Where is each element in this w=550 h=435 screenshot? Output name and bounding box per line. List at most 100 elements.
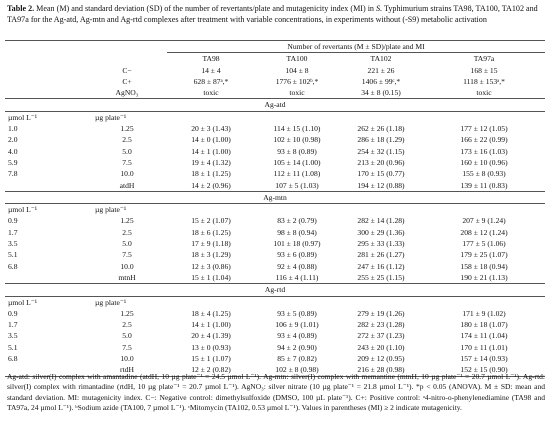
table-cell: 207 ± 9 (1.24) [462, 216, 506, 226]
table-cell: µmol L⁻¹ [8, 205, 38, 215]
table-cell: 177 ± 5 (1.06) [462, 239, 506, 249]
table-cell: Ag-mtn [5, 190, 546, 205]
table-cell: 286 ± 18 (1.29) [357, 135, 405, 145]
table-cell: 17 ± 9 (1.18) [191, 239, 231, 249]
table-cell: 1776 ± 102ᵇ,* [275, 76, 319, 86]
table-cell: 7.5 [122, 342, 132, 352]
table-cell: 85 ± 7 (0.82) [277, 354, 317, 364]
table-cell: toxic [476, 88, 492, 98]
table-cell: 19 ± 4 (1.32) [191, 157, 231, 167]
table-cell: 255 ± 25 (1.15) [357, 272, 405, 282]
table-cell: 104 ± 8 [285, 65, 309, 75]
table-row: 0.9 1.25 18 ± 4 (1.25) 93 ± 5 (0.89) 279 ± 1… [5, 308, 545, 319]
table-cell [5, 76, 87, 87]
table-cell [5, 87, 87, 99]
table-cell: 6.8 [8, 261, 18, 271]
table-row: Ag-mtn [5, 190, 546, 205]
caption-text: Typhimurium strains TA98, TA100, TA102 a… [7, 4, 538, 24]
table-cell: 0.9 [8, 216, 18, 226]
table-row: 1.7 2.5 14 ± 1 (1.00) 106 ± 9 (1.01) 282 ± 2… [5, 319, 545, 330]
table-cell: 107 ± 5 (1.03) [275, 180, 319, 190]
table-cell: toxic [289, 88, 305, 98]
table-cell: 106 ± 9 (1.01) [275, 320, 319, 330]
table-cell: 168 ± 15 [470, 65, 498, 75]
table-row: Number of revertants (M ± SD)/plate and … [5, 39, 546, 54]
table-cell: µg plate⁻¹ [95, 297, 127, 307]
table-cell [5, 53, 167, 65]
table-cell: 5.0 [122, 239, 132, 249]
table-cell: 1118 ± 153ᵃ,* [463, 76, 505, 86]
table-cell: 14 ± 1 (1.00) [191, 320, 231, 330]
table-cell: 98 ± 8 (0.94) [277, 227, 317, 237]
table-cell: TA100 [286, 54, 308, 64]
table-cell: 3.5 [8, 331, 18, 341]
table-cell: 262 ± 26 (1.18) [357, 124, 405, 134]
table-cell: 2.0 [8, 135, 18, 145]
table-cell: 102 ± 10 (0.98) [273, 135, 321, 145]
table-row: 1.0 1.25 20 ± 3 (1.43) 114 ± 15 (1.10) 262 ±… [5, 123, 545, 134]
table-cell: 139 ± 11 (0.83) [460, 180, 508, 190]
table-cell: 628 ± 87ᵃ,* [193, 76, 229, 86]
table-cell: 15 ± 1 (1.07) [191, 354, 231, 364]
table-cell: 180 ± 18 (1.07) [460, 320, 508, 330]
table-cell: 5.1 [8, 342, 18, 352]
table-cell: C− [122, 65, 132, 75]
table-cell: 105 ± 14 (1.00) [273, 157, 321, 167]
table-cell [5, 272, 87, 284]
table-cell: 5.0 [122, 331, 132, 341]
table-cell: 1.25 [120, 216, 134, 226]
table-cell: C+ [122, 76, 132, 86]
table-cell [5, 180, 87, 192]
table-row: 2.0 2.5 14 ± 0 (1.00) 102 ± 10 (0.98) 286 ± … [5, 134, 545, 145]
table-cell: 281 ± 26 (1.27) [357, 250, 405, 260]
table-cell: µg plate⁻¹ [95, 205, 127, 215]
table-row: AgNO₃ toxic toxic 34 ± 8 (0.15) toxic [5, 87, 545, 99]
table-cell [167, 111, 545, 123]
table-cell: 7.8 [8, 169, 18, 179]
table-cell: 0.9 [8, 308, 18, 318]
caption-text: Mean (M) and standard deviation (SD) of … [36, 4, 374, 13]
table-cell: 208 ± 12 (1.24) [460, 227, 508, 237]
table-cell: 14 ± 2 (0.96) [191, 180, 231, 190]
table-row: rtdH 12 ± 2 (0.82) 102 ± 8 (0.98) 216 ± 28 … [5, 364, 546, 377]
table-cell: 18 ± 6 (1.25) [191, 227, 231, 237]
table-cell: 12 ± 3 (0.86) [191, 261, 231, 271]
table-cell: 279 ± 19 (1.26) [357, 308, 405, 318]
table-cell [5, 39, 167, 53]
table-cell: AgNO₃ [115, 88, 139, 98]
table-cell: TA97a [473, 54, 495, 64]
table-cell: mtnH [118, 272, 136, 282]
table-cell: 7.5 [122, 157, 132, 167]
table-cell: 93 ± 4 (0.89) [277, 331, 317, 341]
table-row: TA98 TA100 TA102 TA97a [5, 53, 545, 65]
table-cell: 10.0 [120, 354, 134, 364]
table-cell: 10.0 [120, 169, 134, 179]
table-cell: TA98 [202, 54, 220, 64]
table-cell: 93 ± 6 (0.89) [277, 250, 317, 260]
table-row: 6.8 10.0 12 ± 3 (0.86) 92 ± 4 (0.88) 247 ± 1… [5, 261, 545, 272]
table-cell: rtdH [87, 364, 167, 377]
table-cell: 213 ± 20 (0.96) [357, 157, 405, 167]
table-cell: 2.5 [122, 135, 132, 145]
table-cell [167, 204, 545, 216]
table-row: 0.9 1.25 15 ± 2 (1.07) 83 ± 2 (0.79) 282 ± 1… [5, 215, 545, 226]
table-cell: 83 ± 2 (0.79) [277, 216, 317, 226]
table-cell: 152 ± 15 (0.90) [423, 364, 546, 377]
table-cell: Number of revertants (M ± SD)/plate and … [167, 39, 546, 54]
table-row: 7.8 10.0 18 ± 1 (1.25) 112 ± 11 (1.08) 170 ±… [5, 168, 545, 179]
table-cell: 2.5 [122, 320, 132, 330]
table-cell: 300 ± 29 (1.36) [357, 227, 405, 237]
table-cell: 170 ± 11 (1.01) [460, 342, 508, 352]
table-cell: 20 ± 4 (1.39) [191, 331, 231, 341]
table-row: 4.0 5.0 14 ± 1 (1.00) 93 ± 8 (0.89) 254 ± 32… [5, 146, 545, 157]
table-cell: 1.7 [8, 320, 18, 330]
table-cell: 112 ± 11 (1.08) [273, 169, 321, 179]
table-cell: 247 ± 16 (1.12) [357, 261, 405, 271]
table-cell: 14 ± 4 [201, 65, 221, 75]
table-cell: 34 ± 8 (0.15) [361, 88, 401, 98]
table-row: 5.1 7.5 13 ± 0 (0.93) 94 ± 2 (0.90) 243 ± 20… [5, 342, 545, 353]
table-cell: 177 ± 12 (1.05) [460, 124, 508, 134]
table-cell: 4.0 [8, 146, 18, 156]
table-cell: 93 ± 5 (0.89) [277, 308, 317, 318]
